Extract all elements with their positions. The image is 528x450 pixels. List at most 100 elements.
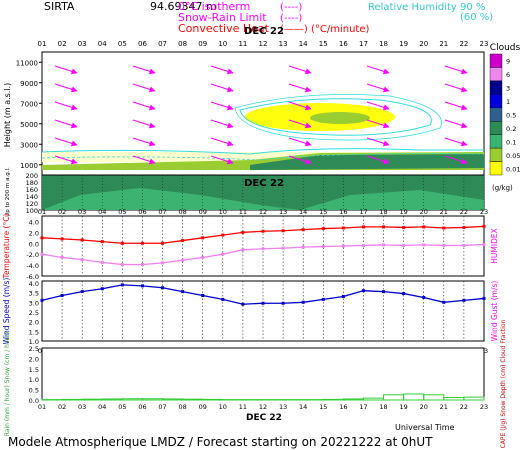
series-point xyxy=(100,260,104,264)
forecast-title: Modele Atmospherique LMDZ / Forecast sta… xyxy=(8,435,433,449)
y-tick: 2.5 xyxy=(29,309,39,317)
clouds-wind-panel: 1000 3000 5000 7000 9000 11000 Height (m a.s.l… xyxy=(3,51,488,217)
hour-label: 12 xyxy=(259,40,268,48)
series-point xyxy=(100,240,104,244)
legend-key: (----) xyxy=(280,2,302,13)
y-tick: 0.5 xyxy=(29,387,39,395)
hour-label: 05 xyxy=(118,403,126,411)
hour-label: 01 xyxy=(38,40,47,48)
humidity-value: 90 % xyxy=(460,2,485,13)
series-point xyxy=(301,228,305,232)
hour-label: 15 xyxy=(319,208,327,216)
wind-arrow xyxy=(132,119,156,129)
series-point xyxy=(482,296,486,300)
lower-height-tick: 200 xyxy=(26,172,38,180)
legend-key: (——) (°C/minute) xyxy=(280,24,370,35)
wind-arrow xyxy=(366,83,390,93)
hour-label: 12 xyxy=(259,208,267,216)
hour-label: 18 xyxy=(379,40,388,48)
colorbar-swatch xyxy=(489,80,503,95)
wind-arrow xyxy=(210,101,234,111)
height-tick: 3000 xyxy=(20,141,38,149)
hour-label: 22 xyxy=(460,208,468,216)
legend-label: Convective Heat xyxy=(178,22,270,35)
hour-label: 11 xyxy=(238,40,247,48)
hour-label: 16 xyxy=(339,40,348,48)
series-point xyxy=(201,255,205,259)
y-tick: -6.0 xyxy=(26,273,39,281)
hour-label: 15 xyxy=(319,403,327,411)
series-point xyxy=(40,252,44,256)
hour-label: 17 xyxy=(359,403,367,411)
y-axis-label: Temperature (°C) xyxy=(2,214,11,280)
series-point xyxy=(120,263,124,267)
series-point xyxy=(482,242,486,246)
wind-arrow xyxy=(210,137,234,147)
hour-label: 19 xyxy=(399,208,407,216)
series-point xyxy=(221,233,225,237)
hour-label: 09 xyxy=(199,403,207,411)
series-point xyxy=(80,290,84,294)
series-point xyxy=(462,298,466,302)
series-point xyxy=(261,229,265,233)
hour-label: 03 xyxy=(78,40,87,48)
hour-label: 23 xyxy=(480,40,489,48)
colorbar-tick: 0.01 xyxy=(506,165,520,173)
hour-label: 13 xyxy=(279,403,287,411)
y-axis-label-right: Wind Gust (m/s) xyxy=(490,281,499,342)
y-tick: 1.0 xyxy=(29,376,39,384)
hour-label: 16 xyxy=(339,208,347,216)
height-axis-label: Height (m a.s.l.) xyxy=(3,83,12,148)
hour-label: 01 xyxy=(38,403,46,411)
hour-label: 10 xyxy=(219,403,227,411)
hour-label: 19 xyxy=(399,40,408,48)
y-tick: 0.0 xyxy=(29,240,39,248)
colorbar-tick: 0.05 xyxy=(506,152,520,160)
series-point xyxy=(241,248,245,252)
colorbar-tick: 0.2 xyxy=(506,125,516,133)
y-tick: 4.0 xyxy=(29,218,39,226)
temperature-panel: -6.0 -4.0 -2.0 0.0 2.0 4.0 Temperature (°C) HUM… xyxy=(2,214,499,281)
series-point xyxy=(462,225,466,229)
series-point xyxy=(341,244,345,248)
hour-label: 23 xyxy=(480,208,488,216)
wind-arrow xyxy=(132,155,156,165)
wind-arrow xyxy=(288,83,312,93)
colorbar-swatch xyxy=(489,53,503,68)
wind-arrow xyxy=(444,155,468,165)
height-tick: 11000 xyxy=(16,59,38,67)
series-point xyxy=(301,245,305,249)
series-point xyxy=(321,245,325,249)
legend-label: 0°C isotherm xyxy=(178,0,250,13)
hour-label: 08 xyxy=(178,403,186,411)
hour-label: 22 xyxy=(460,403,468,411)
wind-arrow xyxy=(210,155,234,165)
hour-label: 01 xyxy=(38,208,46,216)
lower-height-tick: 120 xyxy=(26,200,38,208)
y-tick: 2.5 xyxy=(29,345,39,353)
series-point xyxy=(140,284,144,288)
colorbar-tick: 9 xyxy=(506,58,510,66)
series-point xyxy=(120,241,124,245)
series-point xyxy=(482,224,486,228)
y-tick: 1.5 xyxy=(29,328,39,336)
hour-label: 09 xyxy=(199,208,207,216)
wind-arrow xyxy=(54,155,78,165)
hour-label: 12 xyxy=(259,403,267,411)
series-point xyxy=(341,294,345,298)
hour-label: 18 xyxy=(379,403,387,411)
y-axis-label-right: CAPE (J/g) Snow Depth (cm) Cloud Fractio… xyxy=(500,319,507,448)
wind-arrow xyxy=(210,65,234,75)
hour-label: 17 xyxy=(359,40,368,48)
colorbar-swatch xyxy=(489,107,503,122)
legend-key: (----) xyxy=(280,13,302,24)
y-axis-label-right: HUMIDEX xyxy=(490,228,499,263)
clouds-colorbar: Clouds 9 6 3 1 0.5 0.2 0.1 0.05 0.01 (g/kg) xyxy=(490,43,521,192)
series-point xyxy=(361,243,365,247)
hour-label: 06 xyxy=(138,208,146,216)
date-label-top: DEC 22 xyxy=(244,26,284,37)
lower-height-tick: 180 xyxy=(26,179,38,187)
time-axis-label: Universal Time xyxy=(395,423,455,432)
